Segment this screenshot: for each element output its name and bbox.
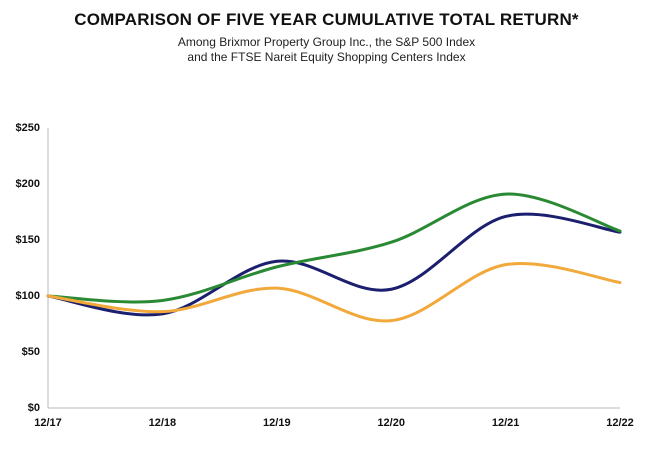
series-line-1 <box>46 212 622 317</box>
y-tick-label-0: $0 <box>28 402 40 414</box>
series-line-3 <box>46 262 622 323</box>
x-tick-label-12-17: 12/17 <box>34 417 62 429</box>
series-line-2 <box>46 192 622 304</box>
y-axis-ticks: $0 $50 $100 $150 $200 $250 <box>16 122 40 414</box>
series-layer <box>46 192 622 323</box>
x-tick-label-12-21: 12/21 <box>492 417 520 429</box>
y-axis-group: $0 $50 $100 $150 $200 $250 <box>16 122 49 414</box>
y-tick-label-250: $250 <box>16 122 40 134</box>
x-tick-label-12-19: 12/19 <box>263 417 291 429</box>
x-tick-label-12-22: 12/22 <box>606 417 634 429</box>
x-tick-label-12-20: 12/20 <box>377 417 405 429</box>
y-tick-label-100: $100 <box>16 290 40 302</box>
x-axis-ticks: 12/17 12/18 12/19 12/20 12/21 12/22 <box>34 417 634 429</box>
x-axis-group: 12/17 12/18 12/19 12/20 12/21 12/22 <box>34 407 634 429</box>
x-tick-label-12-18: 12/18 <box>149 417 177 429</box>
chart-title: COMPARISON OF FIVE YEAR CUMULATIVE TOTAL… <box>74 10 579 29</box>
chart-subtitle-line-2: and the FTSE Nareit Equity Shopping Cent… <box>187 50 466 64</box>
y-tick-label-50: $50 <box>22 346 40 358</box>
y-tick-label-200: $200 <box>16 178 40 190</box>
y-tick-label-150: $150 <box>16 234 40 246</box>
chart-subtitle-line-1: Among Brixmor Property Group Inc., the S… <box>177 35 476 49</box>
